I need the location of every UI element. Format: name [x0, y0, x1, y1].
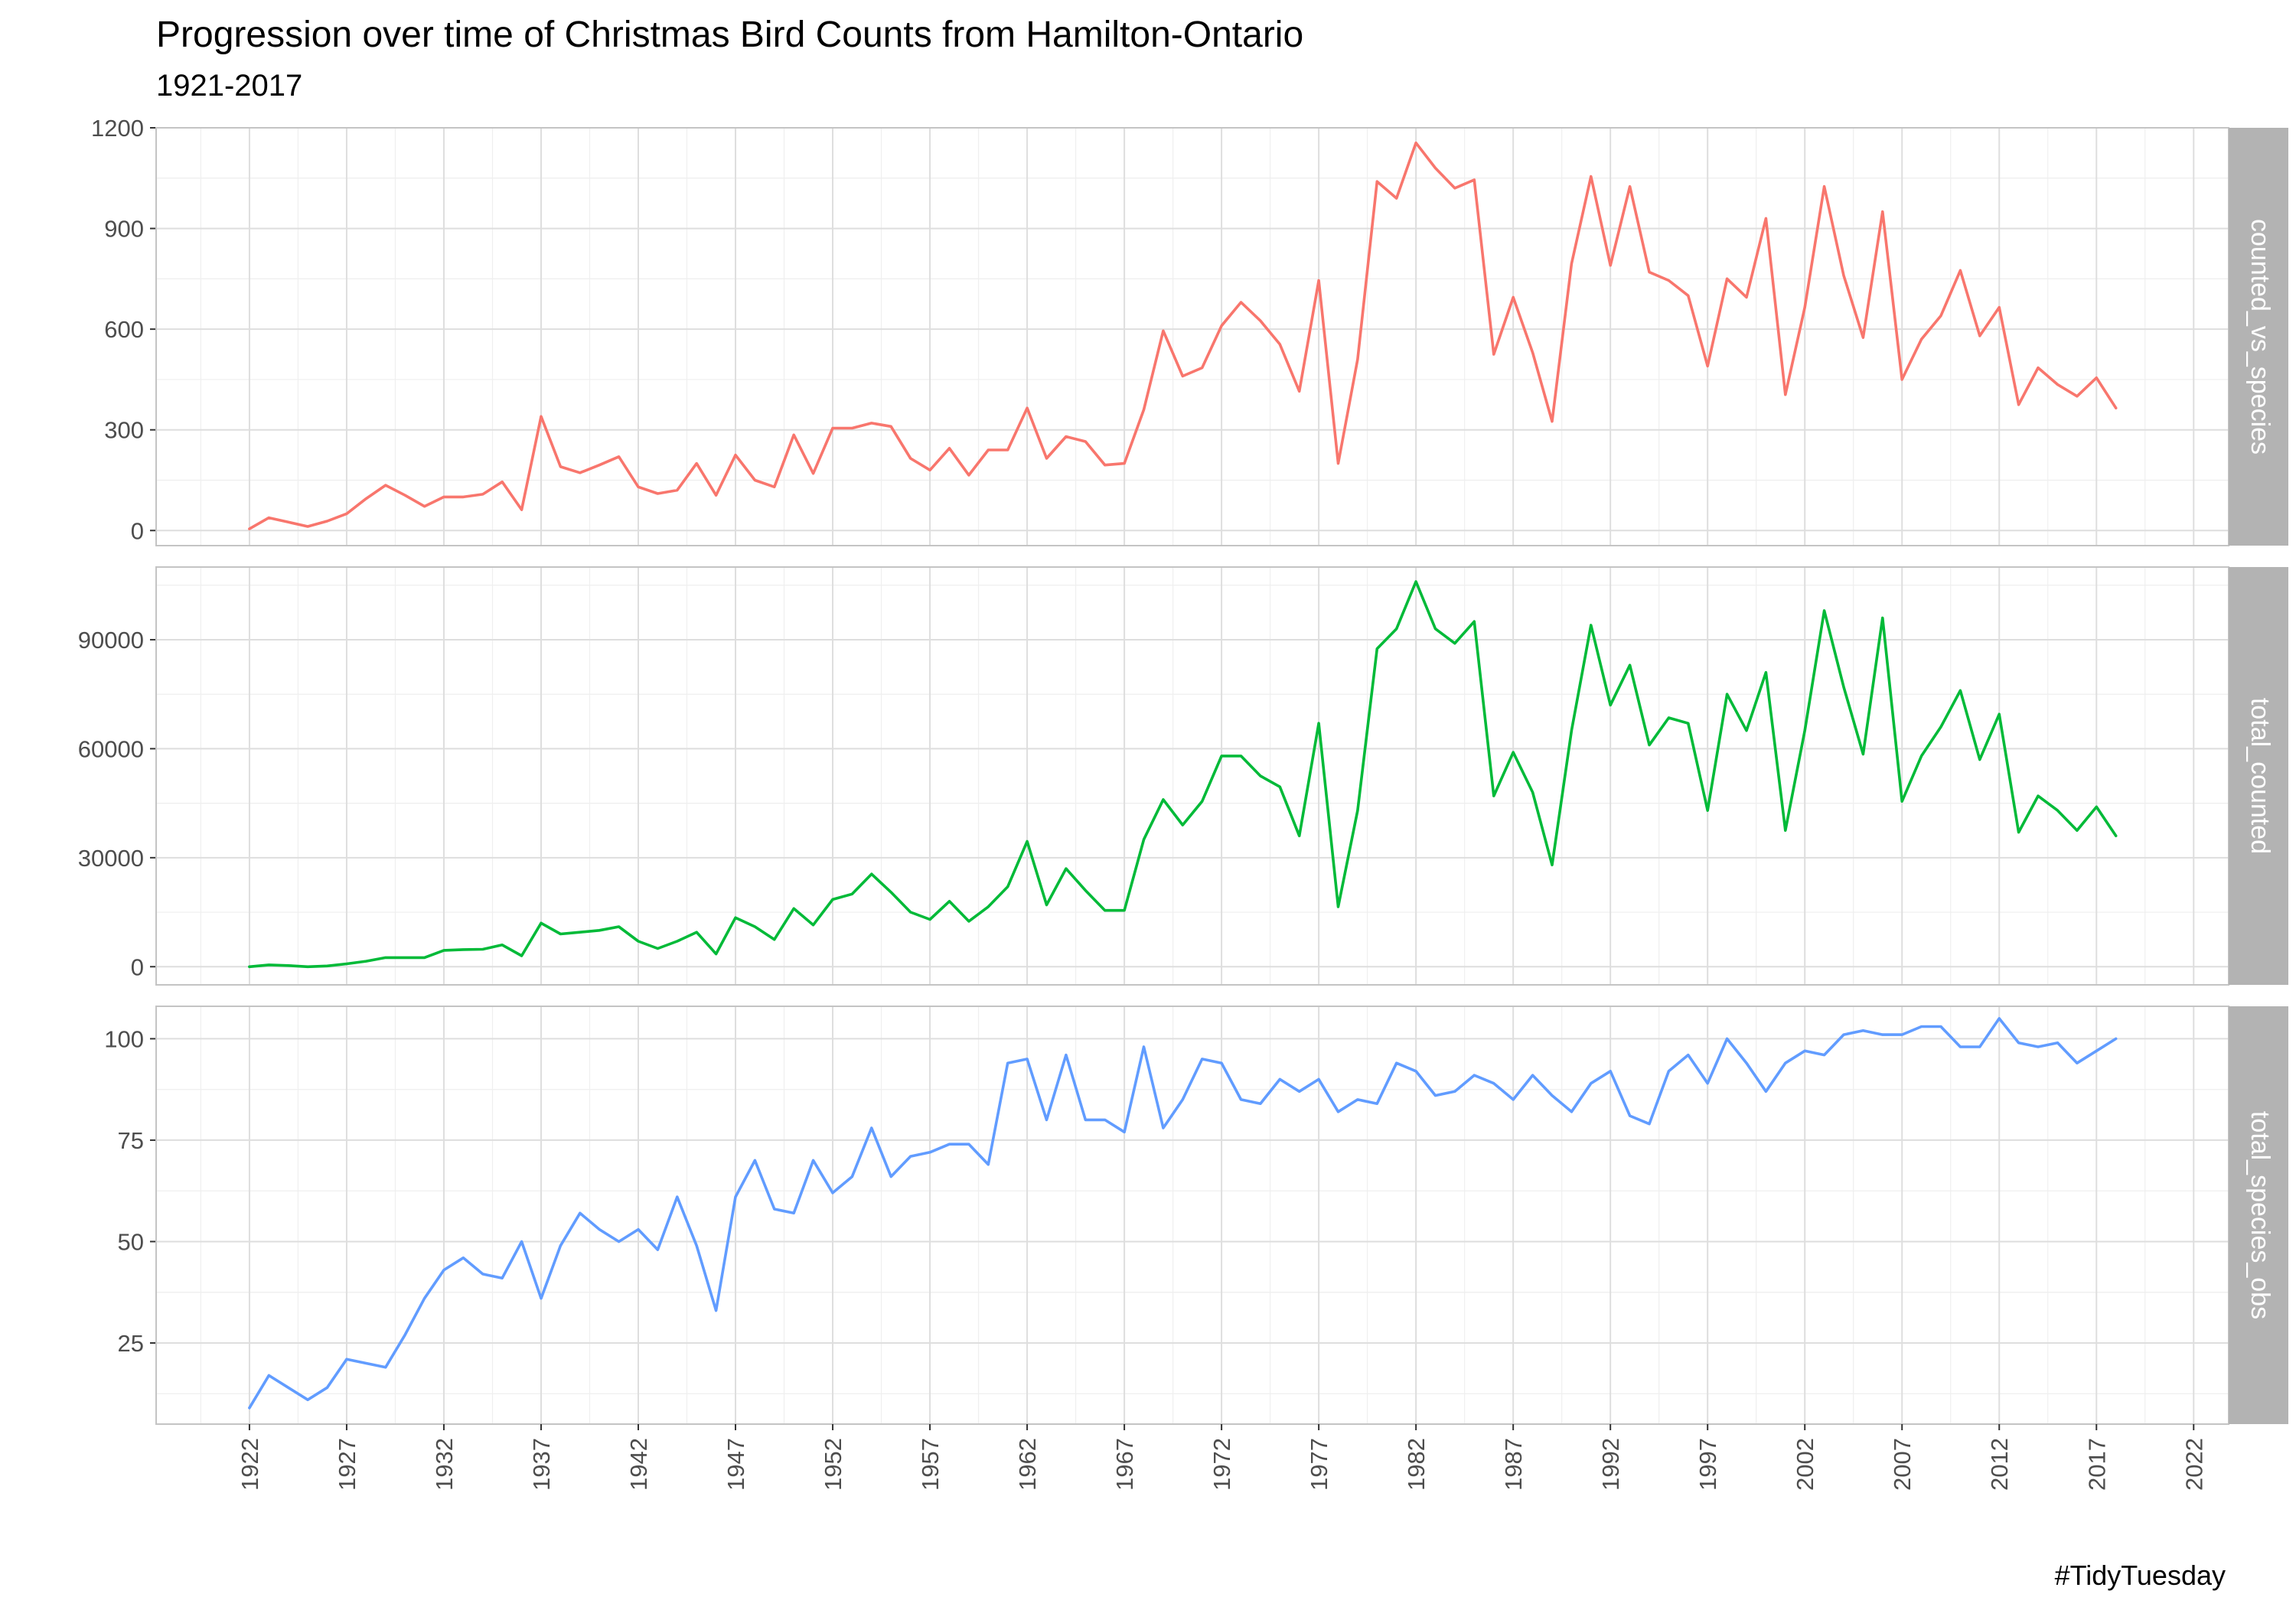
y-tick-label: 0	[131, 517, 144, 544]
x-tick-label: 1942	[625, 1438, 652, 1491]
facet-panel-total_counted: 0 30000 60000 90000 total_counted	[78, 566, 2288, 986]
x-tick-label: 1982	[1403, 1438, 1430, 1491]
x-tick-label: 2007	[1889, 1438, 1916, 1491]
y-tick-label: 25	[118, 1330, 144, 1357]
series-line-counted_vs_species	[248, 141, 2118, 530]
x-axis: 1922 1927 1932 1937 1942 1947 1952 1957 1962 1967…	[236, 1424, 2207, 1491]
x-tick-label: 1987	[1500, 1438, 1527, 1491]
y-tick-label: 600	[104, 316, 144, 343]
x-tick-label: 1927	[334, 1438, 360, 1491]
panel-background	[156, 128, 2229, 546]
y-tick-label: 30000	[78, 845, 144, 872]
x-tick-label: 1962	[1014, 1438, 1041, 1491]
x-tick-label: 1967	[1111, 1438, 1138, 1491]
x-tick-label: 1952	[820, 1438, 846, 1491]
y-tick-label: 50	[118, 1228, 144, 1255]
chart-caption: #TidyTuesday	[2054, 1560, 2226, 1591]
y-tick-label: 100	[104, 1025, 144, 1052]
facet-panel-counted_vs_species: 0 300 600 900 1200 counted_vs_species	[91, 115, 2288, 546]
series-line-total_counted	[248, 580, 2118, 969]
x-tick-label: 2017	[2083, 1438, 2110, 1491]
series-line-total_species_obs	[248, 1017, 2118, 1410]
y-tick-label: 300	[104, 417, 144, 444]
x-tick-label: 2002	[1792, 1438, 1818, 1491]
y-tick-label: 90000	[78, 627, 144, 654]
x-tick-label: 1992	[1597, 1438, 1624, 1491]
facet-strip-label: counted_vs_species	[2245, 219, 2275, 455]
panel-background	[156, 1006, 2229, 1424]
facet-strip	[2229, 567, 2288, 985]
chart-title: Progression over time of Christmas Bird …	[156, 15, 1304, 55]
x-tick-label: 1947	[722, 1438, 749, 1491]
facet-strip-label: total_species_obs	[2245, 1111, 2275, 1319]
facet-strip	[2229, 128, 2288, 546]
x-tick-label: 1922	[236, 1438, 263, 1491]
y-tick-label: 0	[131, 953, 144, 980]
x-tick-label: 2012	[1986, 1438, 2013, 1491]
x-tick-label: 1957	[917, 1438, 944, 1491]
x-tick-label: 1977	[1306, 1438, 1332, 1491]
facet-panel-total_species_obs: 25 50 75 100 total_species_obs	[104, 1006, 2288, 1425]
facet-strip-label: total_counted	[2245, 698, 2275, 854]
panel-background	[156, 567, 2229, 985]
y-tick-label: 1200	[91, 115, 144, 142]
chart-subtitle: 1921-2017	[156, 69, 303, 103]
y-tick-label: 75	[118, 1127, 144, 1154]
x-tick-label: 1972	[1208, 1438, 1235, 1491]
x-tick-label: 1937	[528, 1438, 555, 1491]
x-tick-label: 1997	[1694, 1438, 1721, 1491]
x-tick-label: 1932	[431, 1438, 458, 1491]
facet-strip	[2229, 1006, 2288, 1424]
x-tick-label: 2022	[2180, 1438, 2207, 1491]
y-tick-label: 60000	[78, 735, 144, 762]
y-tick-label: 900	[104, 216, 144, 243]
